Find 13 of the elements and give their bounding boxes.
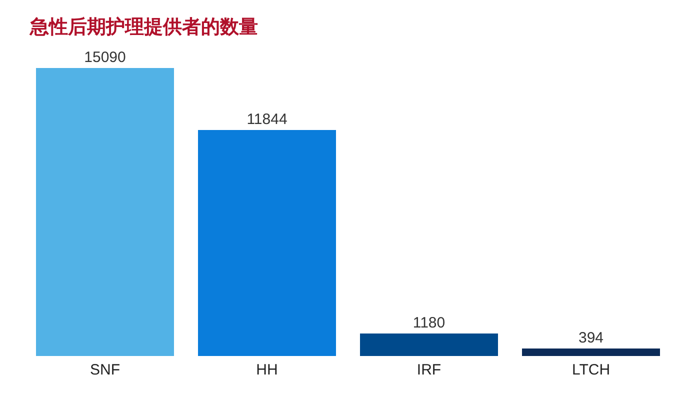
bar (360, 333, 498, 356)
bar (198, 130, 336, 356)
data-label: 15090 (84, 49, 126, 66)
x-tick-label: IRF (416, 362, 442, 379)
data-label: 394 (578, 329, 604, 346)
data-label: 1180 (412, 314, 446, 332)
bar (36, 68, 174, 356)
x-tick-label: HH (256, 362, 278, 379)
data-label: 11844 (246, 110, 288, 128)
x-tick-label: SNF (90, 362, 120, 379)
chart-title: 急性后期护理提供者的数量 (30, 16, 258, 40)
bar (522, 348, 660, 356)
x-tick-label: LTCH (572, 362, 610, 379)
